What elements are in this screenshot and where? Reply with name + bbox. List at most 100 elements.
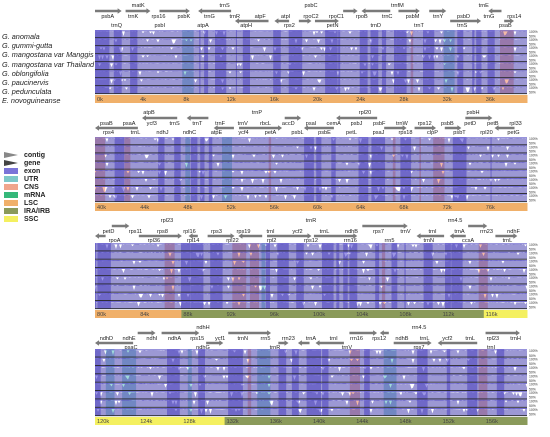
scale-tick-label: 12k (227, 97, 236, 103)
gene-label: trnI (428, 229, 437, 235)
gene-label: trnS (169, 121, 180, 127)
gene-label: psbB (441, 121, 454, 127)
gene-arrow (336, 115, 378, 121)
gene-arrow (213, 125, 234, 131)
percent-label: 100% (529, 301, 538, 305)
percent-label: 50% (529, 272, 536, 276)
gene-label: rps16 (152, 14, 166, 20)
percent-label: 100% (529, 366, 538, 370)
gene-label: trnS (219, 3, 230, 9)
gene-label: rps18 (399, 130, 413, 136)
percent-label: 100% (529, 153, 538, 157)
percent-label: 50% (529, 190, 536, 194)
percent-label: 100% (529, 145, 538, 149)
gene-arrow (186, 115, 209, 121)
gene-label: ycf3 (147, 121, 157, 127)
scale-tick-label: 140k (313, 419, 325, 425)
percent-label: 50% (529, 305, 536, 309)
scale-tick-label: 96k (270, 312, 279, 318)
gene-arrow (488, 8, 502, 14)
gene-arrow (495, 233, 518, 239)
species-name: G. paucinervis (2, 78, 49, 87)
gene-arrow (234, 18, 269, 24)
percent-label: 50% (529, 42, 536, 46)
gene-arrow (207, 233, 235, 239)
gene-arrow (284, 115, 302, 121)
region-bar-segment (224, 95, 269, 103)
scale-tick-label: 104k (356, 312, 368, 318)
percent-label: 100% (529, 38, 538, 42)
gene-arrow (315, 340, 344, 346)
region-bar-segment (138, 310, 182, 318)
scale-tick-label: 116k (486, 312, 498, 318)
gene-label: trnL (320, 229, 330, 235)
conservation-curve (95, 260, 527, 268)
gene-arrow (111, 223, 130, 229)
gene-label: ccsA (462, 238, 474, 244)
percent-label: 50% (529, 379, 536, 383)
percent-label: 50% (529, 256, 536, 260)
percent-label: 50% (529, 198, 536, 202)
gene-label: petN (327, 23, 339, 29)
gene-label: ndhI (146, 336, 157, 342)
gene-label: ndhA (168, 336, 181, 342)
conservation-curve (95, 252, 527, 260)
gene-label: trnP (252, 110, 263, 116)
scale-tick-label: 100k (313, 312, 325, 318)
region-bar-segment (397, 310, 442, 318)
region-bar-segment (95, 417, 139, 425)
gene-arrow (384, 125, 407, 131)
percent-label: 50% (529, 166, 536, 170)
species-name: G. oblongifolia (2, 68, 49, 78)
conservation-curve (95, 138, 527, 146)
scale-tick-label: 124k (140, 419, 152, 425)
region-bar-segment (397, 203, 442, 211)
region-bar-segment (440, 310, 485, 318)
gene-label: rrn4.5 (412, 325, 427, 331)
gene-arrow (393, 340, 432, 346)
gene-label: rps12 (418, 121, 432, 127)
gene-label: rpoB (356, 14, 368, 20)
scale-tick-label: 28k (399, 97, 408, 103)
gene-label: psaB (499, 23, 512, 29)
conservation-curve (95, 350, 527, 358)
gene-label: trnV (342, 345, 353, 351)
region-bar-segment (138, 203, 182, 211)
gene-label: rpl22 (226, 238, 238, 244)
gene-label: petL (346, 130, 357, 136)
gene-label: rps3 (211, 229, 222, 235)
species-name: G. mangostana var Thailand (2, 59, 95, 69)
region-bar-segment (397, 417, 442, 425)
percent-label: 100% (529, 186, 538, 190)
region-bar-segment (354, 95, 398, 103)
gene-label: psbF (373, 121, 386, 127)
gene-arrow (298, 18, 312, 24)
gene-label: atpF (255, 14, 267, 20)
conservation-curve (95, 358, 527, 366)
scale-tick-label: 72k (443, 205, 452, 211)
region-bar-segment (483, 417, 528, 425)
percent-label: 50% (529, 362, 536, 366)
legend-swatch (4, 200, 18, 206)
gene-label: ndhG (196, 345, 210, 351)
gene-arrow (239, 125, 283, 131)
gene-label: trnD (371, 23, 382, 29)
gene-arrow (414, 125, 437, 131)
gene-label: ndhH (196, 325, 209, 331)
region-bar-segment (267, 310, 312, 318)
percent-label: 100% (529, 408, 538, 412)
percent-label: 50% (529, 354, 536, 358)
conservation-curve (95, 79, 527, 86)
gene-arrow (468, 223, 488, 229)
gene-label: rps2 (284, 23, 295, 29)
gene-label: trnT (192, 121, 203, 127)
species-name: G. anomala (2, 32, 40, 41)
gene-label: rpl16 (183, 229, 195, 235)
percent-label: 100% (529, 383, 538, 387)
gene-label: psbE (318, 130, 331, 136)
gene-arrow (437, 340, 478, 346)
region-bar-segment (440, 203, 485, 211)
percent-label: 50% (529, 396, 536, 400)
species-name: G. mangostana var Manggis (2, 50, 94, 60)
